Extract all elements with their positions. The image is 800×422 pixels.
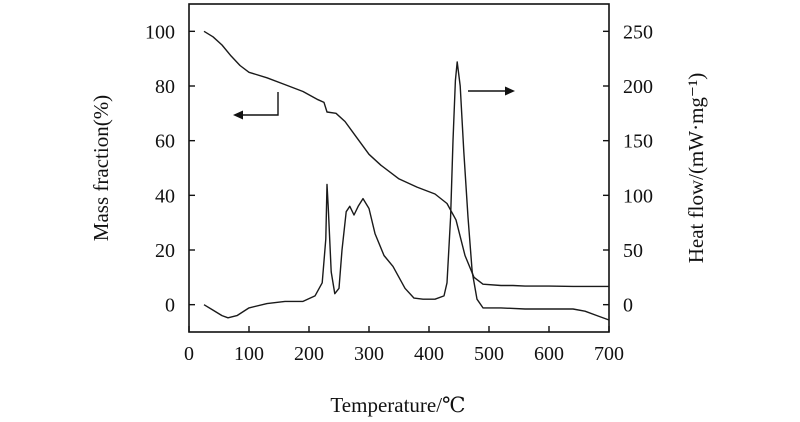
x-axis-title: Temperature/℃ bbox=[330, 393, 465, 417]
y-right-tick-label-4: 200 bbox=[623, 76, 653, 98]
left-axis-arrow bbox=[233, 92, 279, 120]
y-left-tick-label-5: 100 bbox=[145, 21, 175, 43]
y-left-tick-label-2: 40 bbox=[155, 185, 175, 207]
y-right-tick-label-3: 150 bbox=[623, 131, 653, 153]
ticks-layer: 0 100 200 300 400 500 600 700 0 20 40 60 80 100 0 50 100… bbox=[145, 21, 653, 365]
y-right-tick-label-5: 250 bbox=[623, 21, 653, 43]
mass-fraction-curve bbox=[203, 30, 609, 288]
x-tick-label-2: 200 bbox=[294, 343, 324, 365]
left-axis-arrow-line bbox=[240, 92, 279, 116]
plot-frame bbox=[188, 3, 610, 333]
left-axis-arrowhead bbox=[233, 110, 243, 120]
y-left-tick-label-0: 0 bbox=[165, 295, 175, 317]
series-layer bbox=[203, 30, 610, 321]
y-right-tick-label-0: 0 bbox=[623, 295, 633, 317]
heat-flow-curve bbox=[203, 61, 610, 321]
y-left-tick-label-3: 60 bbox=[155, 131, 175, 153]
x-tick-label-6: 600 bbox=[534, 343, 564, 365]
x-tick-label-7: 700 bbox=[594, 343, 624, 365]
left-axis-title: Mass fraction(%) bbox=[89, 95, 113, 241]
y-left-tick-label-4: 80 bbox=[155, 76, 175, 98]
x-tick-label-0: 0 bbox=[184, 343, 194, 365]
right-axis-title: Heat flow/(mW·mg⁻¹) bbox=[684, 73, 708, 264]
y-right-tick-label-2: 100 bbox=[623, 185, 653, 207]
x-tick-label-4: 400 bbox=[414, 343, 444, 365]
right-axis-arrow bbox=[468, 86, 515, 96]
y-right-tick-label-1: 50 bbox=[623, 240, 643, 262]
x-tick-label-1: 100 bbox=[234, 343, 264, 365]
x-tick-label-3: 300 bbox=[354, 343, 384, 365]
right-axis-arrowhead bbox=[505, 86, 515, 96]
x-tick-label-5: 500 bbox=[474, 343, 504, 365]
y-left-tick-label-1: 20 bbox=[155, 240, 175, 262]
